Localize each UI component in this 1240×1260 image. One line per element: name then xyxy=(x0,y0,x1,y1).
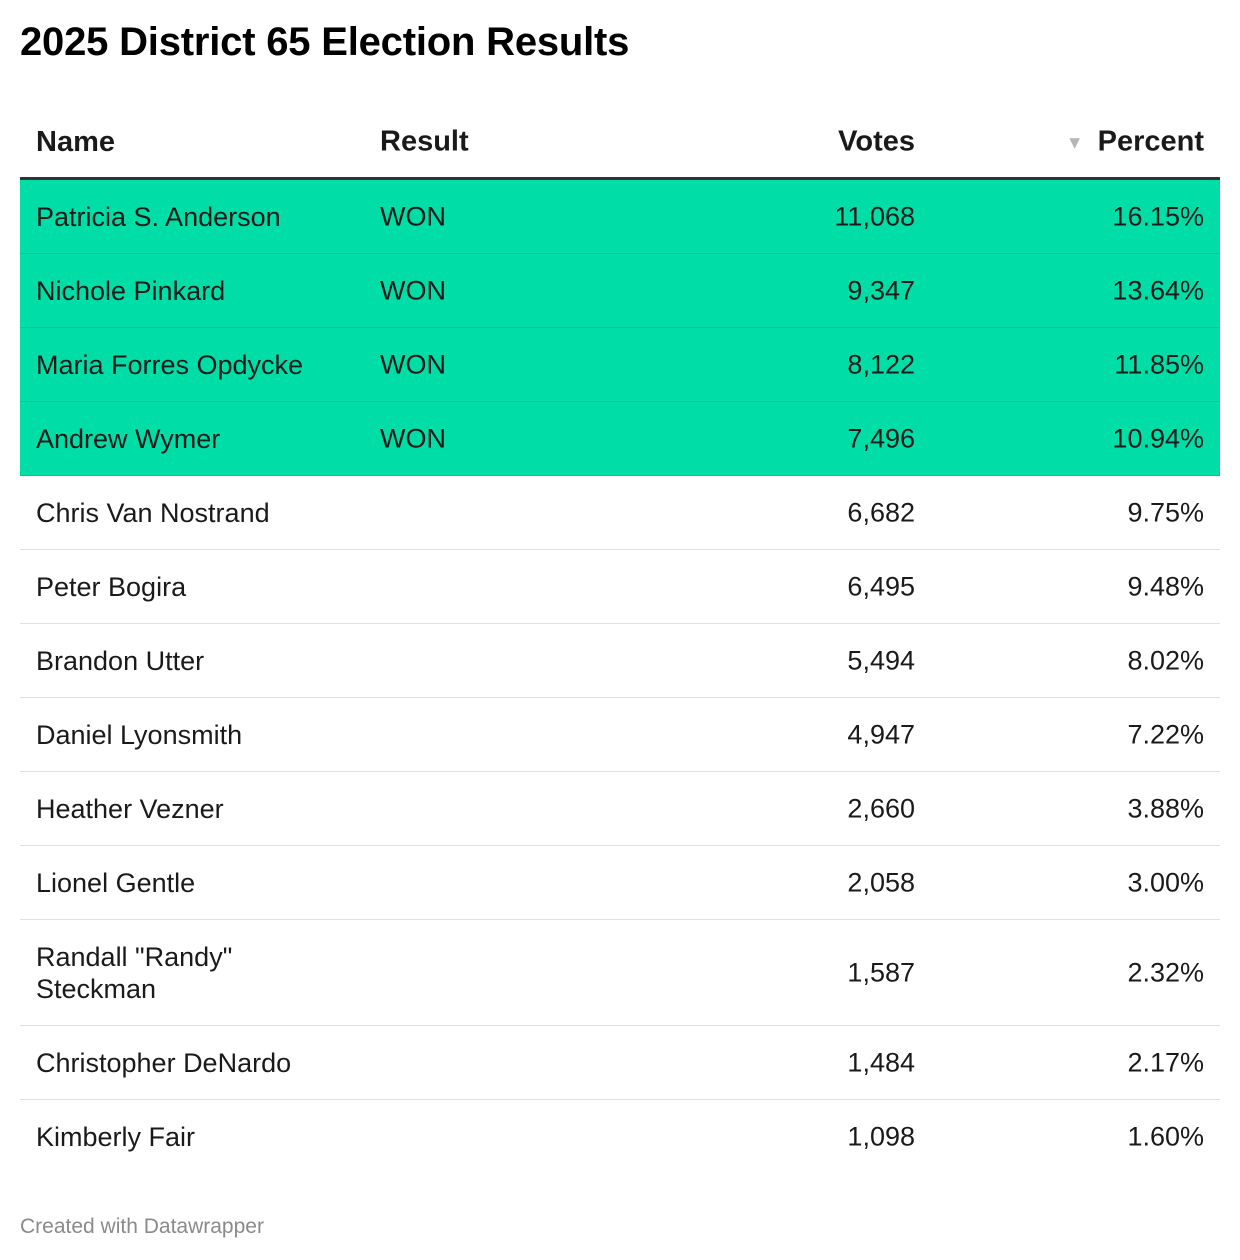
cell-result: WON xyxy=(380,423,446,453)
cell-result: WON xyxy=(380,349,446,379)
cell-percent: 16.15% xyxy=(1112,201,1204,231)
table-row: Nichole Pinkard WON 9,347 13.64% xyxy=(20,254,1220,328)
cell-votes: 1,587 xyxy=(847,957,915,987)
table-row: Maria Forres Opdycke WON 8,122 11.85% xyxy=(20,328,1220,402)
cell-name: Randall "Randy" Steckman xyxy=(36,941,233,1004)
cell-name: Chris Van Nostrand xyxy=(36,497,270,528)
cell-percent: 2.32% xyxy=(1127,957,1204,987)
header-votes[interactable]: Votes xyxy=(838,125,915,157)
header-result[interactable]: Result xyxy=(380,125,469,157)
cell-votes: 1,484 xyxy=(847,1047,915,1077)
header-name[interactable]: Name xyxy=(36,125,115,158)
table-row: Randall "Randy" Steckman 1,587 2.32% xyxy=(20,920,1220,1026)
table-row: Brandon Utter 5,494 8.02% xyxy=(20,624,1220,698)
table-row: Chris Van Nostrand 6,682 9.75% xyxy=(20,476,1220,550)
cell-percent: 9.75% xyxy=(1127,497,1204,527)
footer-credit: Created with Datawrapper xyxy=(20,1215,264,1238)
cell-votes: 9,347 xyxy=(847,275,915,305)
table-row: Peter Bogira 6,495 9.48% xyxy=(20,550,1220,624)
cell-votes: 8,122 xyxy=(847,349,915,379)
cell-percent: 2.17% xyxy=(1127,1047,1204,1077)
cell-percent: 9.48% xyxy=(1127,571,1204,601)
cell-votes: 4,947 xyxy=(847,719,915,749)
cell-votes: 2,058 xyxy=(847,867,915,897)
cell-votes: 5,494 xyxy=(847,645,915,675)
cell-name: Peter Bogira xyxy=(36,571,187,602)
table-row: Andrew Wymer WON 7,496 10.94% xyxy=(20,402,1220,476)
cell-votes: 2,660 xyxy=(847,793,915,823)
cell-percent: 3.00% xyxy=(1127,867,1204,897)
cell-name: Daniel Lyonsmith xyxy=(36,719,243,750)
header-percent-label: Percent xyxy=(1097,125,1204,157)
cell-percent: 10.94% xyxy=(1112,423,1204,453)
cell-votes: 6,682 xyxy=(847,497,915,527)
table-row: Kimberly Fair 1,098 1.60% xyxy=(20,1100,1220,1174)
table-row: Lionel Gentle 2,058 3.00% xyxy=(20,846,1220,920)
table-body: Patricia S. Anderson WON 11,068 16.15% Nicho… xyxy=(20,180,1220,1174)
cell-name: Brandon Utter xyxy=(36,645,205,676)
cell-votes: 11,068 xyxy=(834,201,915,231)
cell-votes: 6,495 xyxy=(847,571,915,601)
cell-result: WON xyxy=(380,201,446,231)
table-row: Patricia S. Anderson WON 11,068 16.15% xyxy=(20,180,1220,254)
chart-title: 2025 District 65 Election Results xyxy=(20,20,630,64)
cell-name: Maria Forres Opdycke xyxy=(36,349,304,380)
cell-percent: 8.02% xyxy=(1127,645,1204,675)
table-row: Heather Vezner 2,660 3.88% xyxy=(20,772,1220,846)
cell-name: Patricia S. Anderson xyxy=(36,201,281,232)
table-row: Christopher DeNardo 1,484 2.17% xyxy=(20,1026,1220,1100)
header-percent[interactable]: ▼ Percent xyxy=(1066,125,1204,158)
results-table: Name Result Votes ▼ Percent Patricia S. A… xyxy=(20,106,1220,1174)
table-row: Daniel Lyonsmith 4,947 7.22% xyxy=(20,698,1220,772)
cell-percent: 11.85% xyxy=(1114,349,1204,379)
sort-descending-icon: ▼ xyxy=(1065,132,1084,152)
cell-percent: 1.60% xyxy=(1127,1121,1204,1152)
cell-percent: 13.64% xyxy=(1112,275,1204,305)
cell-name: Heather Vezner xyxy=(36,793,224,824)
cell-percent: 7.22% xyxy=(1127,719,1204,749)
cell-votes: 7,496 xyxy=(847,423,915,453)
cell-result: WON xyxy=(380,275,446,305)
cell-name: Christopher DeNardo xyxy=(36,1047,292,1078)
cell-name: Nichole Pinkard xyxy=(36,275,226,306)
cell-votes: 1,098 xyxy=(847,1121,915,1152)
table-header: Name Result Votes ▼ Percent xyxy=(20,106,1220,180)
cell-name: Andrew Wymer xyxy=(36,423,221,454)
cell-percent: 3.88% xyxy=(1127,793,1204,823)
cell-name: Lionel Gentle xyxy=(36,867,196,898)
cell-name: Kimberly Fair xyxy=(36,1122,196,1152)
